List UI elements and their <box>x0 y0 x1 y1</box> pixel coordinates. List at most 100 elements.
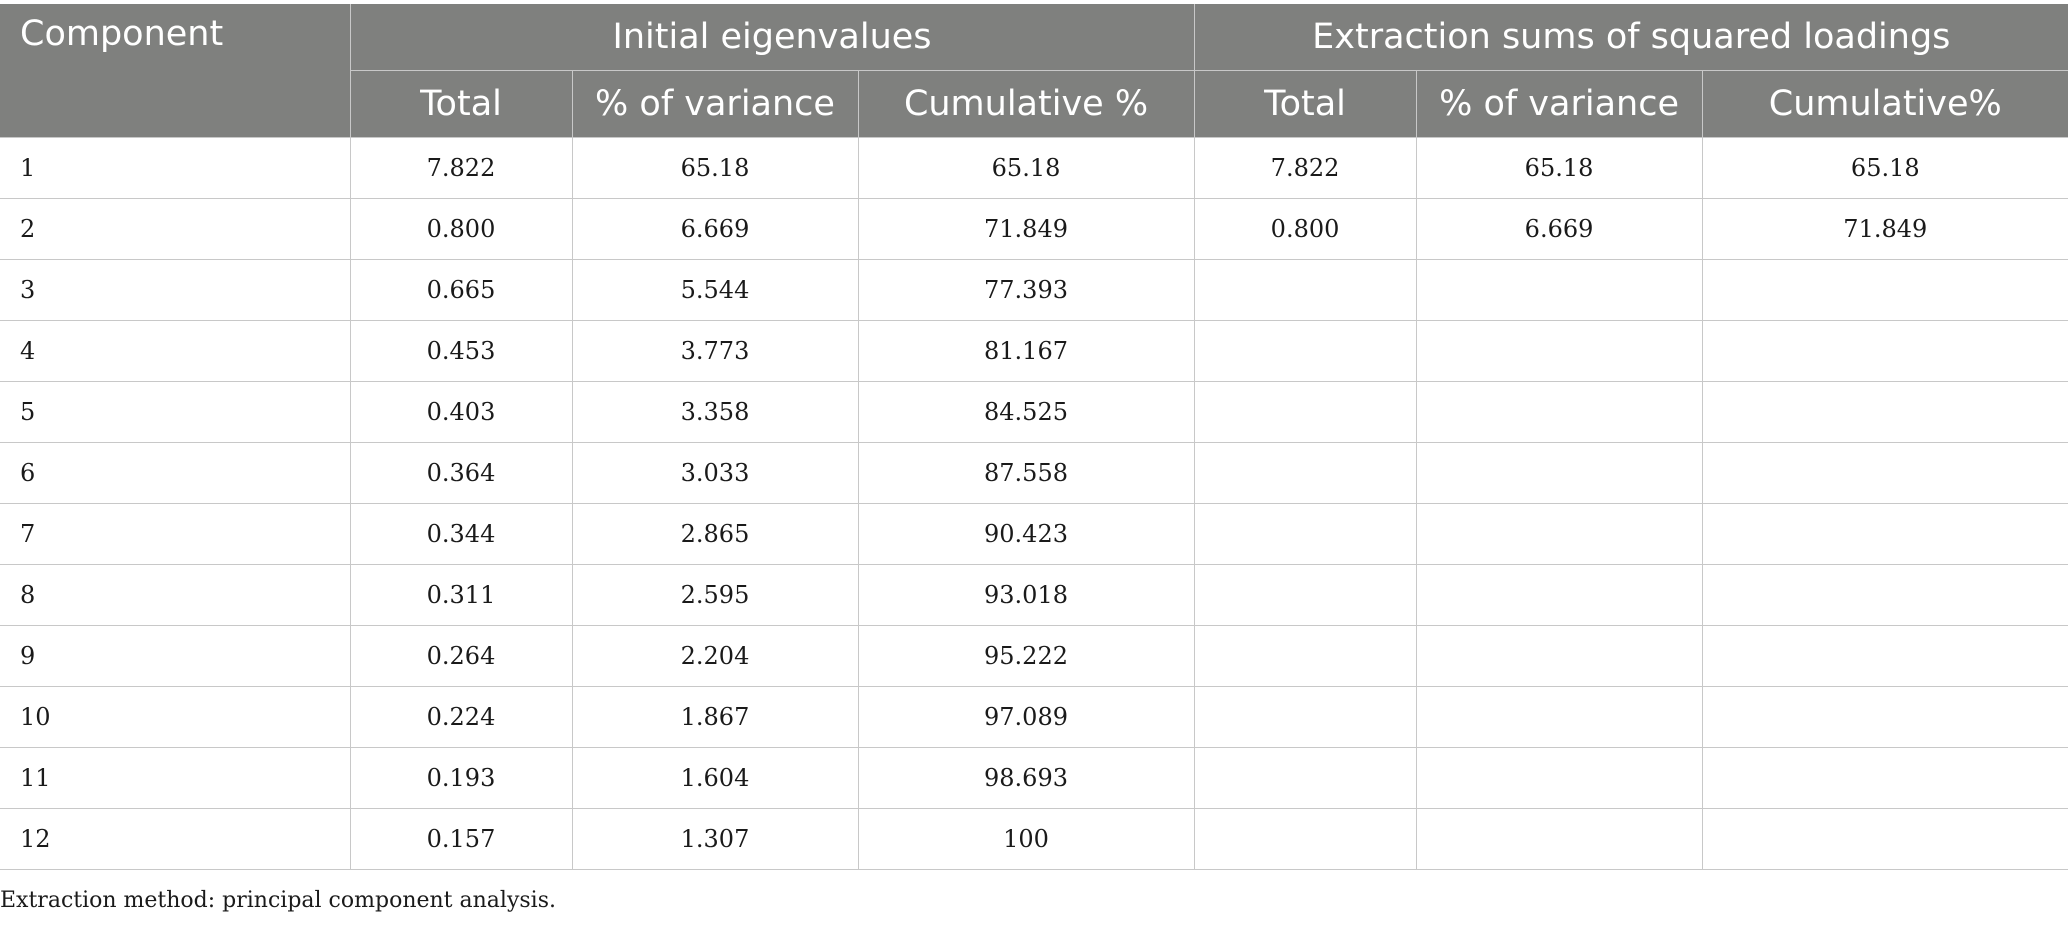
header-initial-total: Total <box>349 70 573 138</box>
cell-initial-total: 0.403 <box>349 381 573 443</box>
cell-extraction-cumulative: 65.18 <box>1701 137 2068 199</box>
cell-component: 12 <box>0 808 351 870</box>
cell-initial-total: 0.453 <box>349 320 573 382</box>
cell-initial-cumulative: 84.525 <box>857 381 1195 443</box>
cell-extraction-cumulative <box>1701 442 2068 504</box>
table-row: 11 0.193 1.604 98.693 <box>0 747 2068 809</box>
cell-initial-variance: 5.544 <box>571 259 859 321</box>
cell-extraction-variance <box>1415 320 1703 382</box>
cell-extraction-cumulative <box>1701 747 2068 809</box>
cell-initial-cumulative: 90.423 <box>857 503 1195 565</box>
cell-component: 3 <box>0 259 351 321</box>
cell-initial-variance: 1.307 <box>571 808 859 870</box>
table-row: 8 0.311 2.595 93.018 <box>0 564 2068 626</box>
cell-component: 2 <box>0 198 351 260</box>
cell-extraction-cumulative <box>1701 686 2068 748</box>
cell-initial-total: 0.157 <box>349 808 573 870</box>
cell-extraction-total <box>1193 747 1417 809</box>
cell-extraction-variance <box>1415 564 1703 626</box>
header-extraction-sums: Extraction sums of squared loadings <box>1193 4 2068 71</box>
cell-initial-variance: 6.669 <box>571 198 859 260</box>
cell-extraction-variance <box>1415 381 1703 443</box>
cell-extraction-total <box>1193 564 1417 626</box>
cell-component: 11 <box>0 747 351 809</box>
cell-initial-cumulative: 100 <box>857 808 1195 870</box>
cell-initial-variance: 2.595 <box>571 564 859 626</box>
header-subcolumn-row: Total % of variance Cumulative % Total %… <box>0 70 2068 138</box>
header-extraction-variance: % of variance <box>1415 70 1703 138</box>
cell-initial-variance: 3.033 <box>571 442 859 504</box>
cell-extraction-total <box>1193 808 1417 870</box>
cell-initial-cumulative: 98.693 <box>857 747 1195 809</box>
cell-extraction-total <box>1193 686 1417 748</box>
cell-component: 10 <box>0 686 351 748</box>
cell-extraction-cumulative <box>1701 381 2068 443</box>
header-group-row: Component Initial eigenvalues Extraction… <box>0 4 2068 138</box>
cell-initial-total: 0.193 <box>349 747 573 809</box>
cell-initial-cumulative: 87.558 <box>857 442 1195 504</box>
cell-extraction-cumulative <box>1701 808 2068 870</box>
cell-initial-cumulative: 65.18 <box>857 137 1195 199</box>
cell-extraction-cumulative <box>1701 625 2068 687</box>
cell-initial-total: 0.364 <box>349 442 573 504</box>
table-row: 4 0.453 3.773 81.167 <box>0 320 2068 382</box>
cell-initial-total: 0.344 <box>349 503 573 565</box>
cell-extraction-cumulative: 71.849 <box>1701 198 2068 260</box>
cell-component: 5 <box>0 381 351 443</box>
eigenvalues-table-container: Component Initial eigenvalues Extraction… <box>0 4 2068 870</box>
cell-extraction-variance <box>1415 503 1703 565</box>
cell-initial-cumulative: 97.089 <box>857 686 1195 748</box>
cell-extraction-variance <box>1415 747 1703 809</box>
cell-extraction-total <box>1193 381 1417 443</box>
table-body: 1 7.822 65.18 65.18 7.822 65.18 65.18 2 0.800 6.6… <box>0 137 2068 870</box>
table-row: 12 0.157 1.307 100 <box>0 808 2068 870</box>
cell-extraction-total <box>1193 320 1417 382</box>
cell-initial-variance: 65.18 <box>571 137 859 199</box>
cell-extraction-total: 0.800 <box>1193 198 1417 260</box>
table-row: 2 0.800 6.669 71.849 0.800 6.669 71.849 <box>0 198 2068 260</box>
cell-initial-variance: 2.865 <box>571 503 859 565</box>
cell-extraction-total: 7.822 <box>1193 137 1417 199</box>
table-row: 1 7.822 65.18 65.18 7.822 65.18 65.18 <box>0 137 2068 199</box>
table-row: 7 0.344 2.865 90.423 <box>0 503 2068 565</box>
cell-initial-variance: 3.773 <box>571 320 859 382</box>
cell-component: 1 <box>0 137 351 199</box>
cell-extraction-total <box>1193 259 1417 321</box>
cell-component: 9 <box>0 625 351 687</box>
eigenvalues-table: Component Initial eigenvalues Extraction… <box>0 4 2068 870</box>
cell-extraction-variance: 65.18 <box>1415 137 1703 199</box>
cell-extraction-cumulative <box>1701 320 2068 382</box>
cell-initial-total: 0.311 <box>349 564 573 626</box>
cell-extraction-variance: 6.669 <box>1415 198 1703 260</box>
cell-initial-total: 0.665 <box>349 259 573 321</box>
cell-initial-variance: 3.358 <box>571 381 859 443</box>
cell-component: 4 <box>0 320 351 382</box>
cell-initial-variance: 2.204 <box>571 625 859 687</box>
cell-initial-variance: 1.604 <box>571 747 859 809</box>
table-header: Component Initial eigenvalues Extraction… <box>0 4 2068 138</box>
table-row: 6 0.364 3.033 87.558 <box>0 442 2068 504</box>
cell-initial-total: 0.800 <box>349 198 573 260</box>
table-row: 9 0.264 2.204 95.222 <box>0 625 2068 687</box>
cell-extraction-total <box>1193 442 1417 504</box>
header-initial-variance: % of variance <box>571 70 859 138</box>
table-row: 3 0.665 5.544 77.393 <box>0 259 2068 321</box>
cell-initial-variance: 1.867 <box>571 686 859 748</box>
cell-initial-total: 0.264 <box>349 625 573 687</box>
cell-extraction-cumulative <box>1701 564 2068 626</box>
header-extraction-total: Total <box>1193 70 1417 138</box>
cell-extraction-variance <box>1415 442 1703 504</box>
cell-extraction-variance <box>1415 686 1703 748</box>
cell-extraction-total <box>1193 625 1417 687</box>
cell-component: 7 <box>0 503 351 565</box>
cell-initial-cumulative: 77.393 <box>857 259 1195 321</box>
header-initial-eigenvalues: Initial eigenvalues <box>349 4 1195 71</box>
cell-component: 6 <box>0 442 351 504</box>
cell-initial-cumulative: 93.018 <box>857 564 1195 626</box>
cell-extraction-variance <box>1415 259 1703 321</box>
table-row: 5 0.403 3.358 84.525 <box>0 381 2068 443</box>
table-footnote: Extraction method: principal component a… <box>0 888 556 913</box>
cell-initial-cumulative: 81.167 <box>857 320 1195 382</box>
header-component: Component <box>0 4 351 138</box>
cell-extraction-variance <box>1415 625 1703 687</box>
